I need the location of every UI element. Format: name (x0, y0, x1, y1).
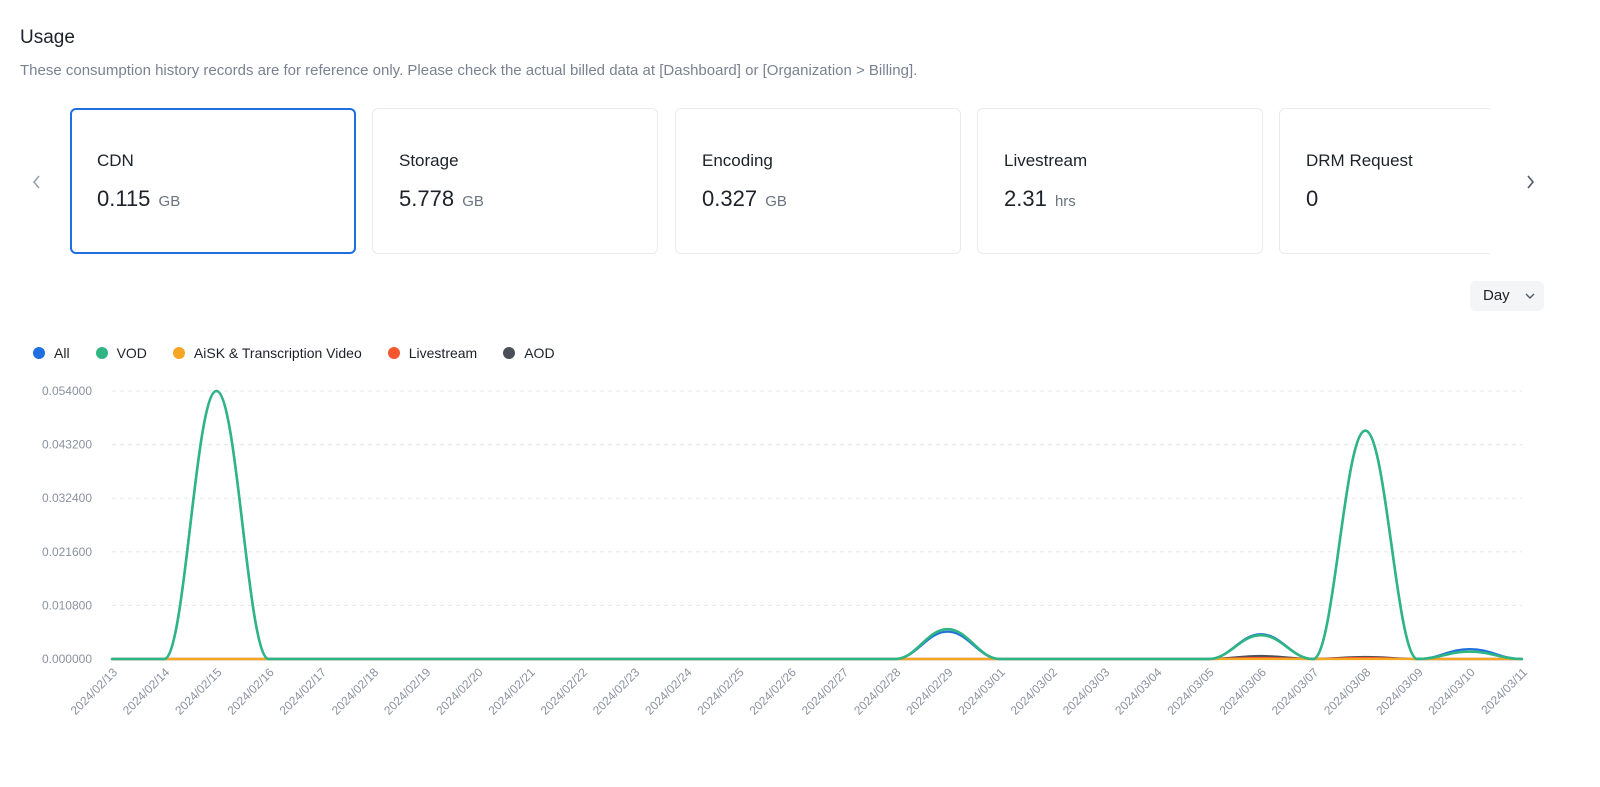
y-tick-label: 0.021600 (42, 545, 92, 559)
legend-label: AiSK & Transcription Video (193, 345, 362, 361)
chevron-right-icon (1527, 175, 1535, 189)
page-title: Usage (20, 27, 75, 48)
legend-label: VOD (116, 345, 147, 361)
y-tick-label: 0.000000 (42, 652, 92, 666)
card-label: Livestream (1004, 151, 1088, 170)
x-tick-label: 2024/02/20 (433, 665, 486, 718)
card-unit: GB (158, 193, 181, 210)
x-tick-label: 2024/02/27 (799, 665, 852, 718)
chevron-left-icon (32, 175, 40, 189)
x-tick-label: 2024/03/07 (1269, 665, 1322, 718)
x-tick-label: 2024/02/25 (694, 665, 747, 718)
x-tick-label: 2024/03/08 (1321, 665, 1374, 718)
legend-item-livestream[interactable]: Livestream (387, 343, 478, 363)
x-tick-label: 2024/03/03 (1060, 665, 1113, 718)
card-unit: hrs (1054, 193, 1076, 210)
x-tick-label: 2024/02/22 (538, 665, 591, 718)
carousel-next-button[interactable] (1520, 170, 1540, 194)
legend-label: All (54, 345, 70, 361)
x-tick-label: 2024/03/11 (1478, 665, 1530, 717)
x-tick-label: 2024/02/29 (903, 665, 956, 718)
card-label: DRM Request (1306, 151, 1413, 170)
legend-item-all[interactable]: All (33, 343, 70, 363)
legend-marker (503, 347, 516, 359)
x-tick-label: 2024/03/09 (1373, 665, 1426, 718)
card-value: 2.31 hrs (1004, 186, 1076, 211)
series-line-all (110, 389, 1524, 661)
y-tick-label: 0.010800 (42, 598, 92, 612)
legend-item-vod[interactable]: VOD (95, 343, 147, 363)
legend-marker (33, 347, 45, 359)
card-value: 0.327 GB (702, 186, 787, 211)
usage-line-chart: 0.000000 0.010800 0.021600 0.032400 0.043200… (42, 384, 1530, 718)
card-value: 0 (1306, 186, 1319, 211)
x-tick-label: 2024/03/05 (1164, 665, 1217, 718)
period-select[interactable]: Day (1470, 281, 1544, 311)
card-drm-request[interactable]: DRM Request 0 (1279, 108, 1490, 254)
x-tick-label: 2024/02/18 (329, 665, 382, 718)
legend-item-aod[interactable]: AOD (503, 343, 555, 363)
y-tick-label: 0.032400 (42, 491, 92, 505)
x-tick-label: 2024/02/21 (486, 665, 539, 718)
legend-label: Livestream (408, 345, 478, 361)
x-tick-label: 2024/02/16 (224, 665, 277, 718)
carousel-prev-button[interactable] (27, 170, 47, 194)
x-tick-label: 2024/03/04 (1112, 665, 1165, 718)
x-tick-label: 2024/02/23 (590, 665, 643, 718)
x-tick-label: 2024/03/02 (1008, 665, 1061, 718)
series-line-vod (110, 389, 1524, 661)
x-tick-label: 2024/02/14 (120, 665, 173, 718)
legend-marker (387, 347, 400, 359)
chart-legend: All VOD AiSK & Transcription Video Lives… (33, 343, 581, 363)
card-label: CDN (97, 151, 134, 170)
page-note: These consumption history records are fo… (20, 62, 918, 79)
card-cdn[interactable]: CDN 0.115 GB (70, 108, 356, 254)
card-label: Encoding (702, 151, 773, 170)
chevron-down-icon (1525, 293, 1535, 299)
card-encoding[interactable]: Encoding 0.327 GB (675, 108, 961, 254)
legend-label: AOD (524, 345, 555, 361)
card-label: Storage (399, 151, 459, 170)
y-tick-label: 0.054000 (42, 384, 92, 398)
card-storage[interactable]: Storage 5.778 GB (372, 108, 658, 254)
usage-cards: CDN 0.115 GB Storage 5.778 GB Encoding 0… (70, 108, 1490, 256)
x-tick-label: 2024/02/19 (381, 665, 434, 718)
x-tick-label: 2024/03/10 (1426, 665, 1479, 718)
card-value: 0.115 GB (97, 186, 181, 211)
x-tick-label: 2024/02/13 (68, 665, 121, 718)
card-unit: GB (462, 193, 484, 210)
y-tick-label: 0.043200 (42, 438, 92, 452)
legend-marker (95, 347, 108, 359)
legend-item-aisk[interactable]: AiSK & Transcription Video (172, 343, 362, 363)
card-unit: GB (765, 193, 787, 210)
legend-marker (172, 347, 185, 359)
x-tick-label: 2024/02/17 (277, 665, 330, 718)
x-tick-label: 2024/02/15 (172, 665, 225, 718)
period-select-value: Day (1483, 287, 1510, 304)
x-tick-label: 2024/03/01 (956, 665, 1009, 718)
x-tick-label: 2024/02/26 (747, 665, 800, 718)
x-tick-label: 2024/03/06 (1217, 665, 1270, 718)
x-tick-label: 2024/02/28 (851, 665, 904, 718)
card-livestream[interactable]: Livestream 2.31 hrs (977, 108, 1263, 254)
x-tick-label: 2024/02/24 (642, 665, 695, 718)
card-value: 5.778 GB (399, 186, 484, 211)
